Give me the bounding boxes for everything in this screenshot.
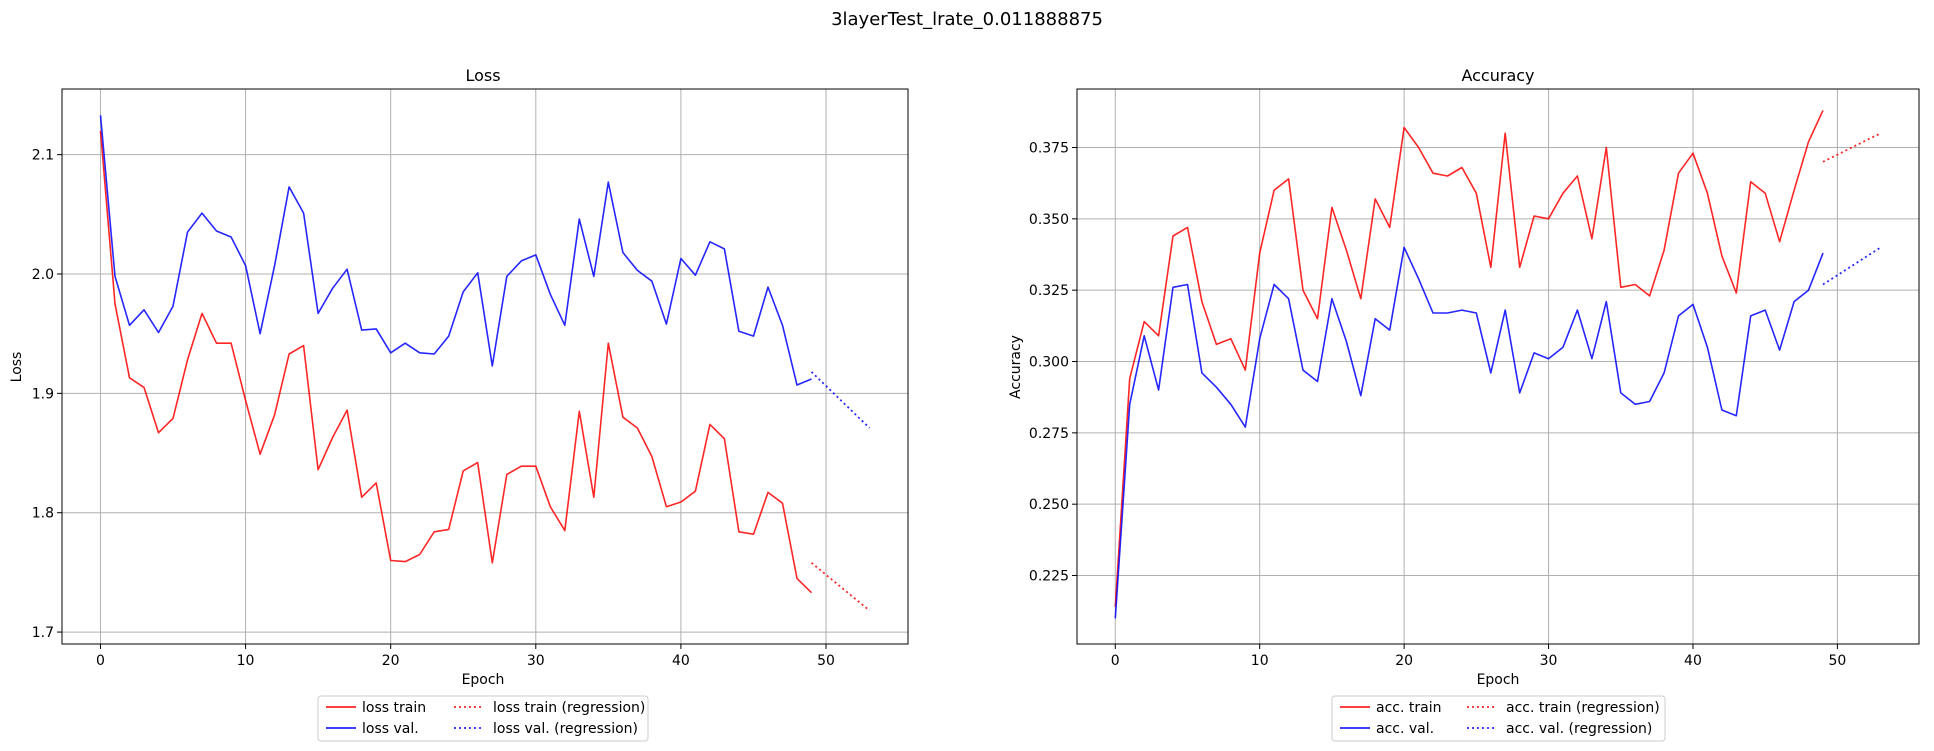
loss-xtick-label-10: 10	[237, 653, 255, 669]
accuracy-series-acc-train	[1114, 110, 1824, 607]
loss-title: Loss	[465, 66, 500, 85]
loss-legend-label-loss-train: loss train	[362, 700, 426, 716]
loss-series-loss-val-regression	[810, 371, 871, 429]
accuracy-legend-label-acc-train-regression: acc. train (regression)	[1506, 700, 1660, 716]
accuracy-ytick-label-0: 0.225	[1029, 569, 1069, 585]
accuracy-legend-label-acc-val-regression: acc. val. (regression)	[1506, 721, 1652, 737]
accuracy-ticks: 0 10 20 30 40 50 0.225 0.250 0.275 0.300 0.325 0.35…	[1029, 140, 1846, 669]
accuracy-ytick-label-6: 0.375	[1029, 140, 1069, 156]
accuracy-ytick-label-1: 0.250	[1029, 497, 1069, 513]
loss-legend-box	[317, 695, 649, 742]
loss-ylabel: Loss	[9, 352, 25, 383]
loss-legend-label-loss-train-regression: loss train (regression)	[493, 700, 645, 716]
loss-grid	[62, 89, 908, 644]
loss-xtick-label-40: 40	[672, 653, 690, 669]
loss-xlabel: Epoch	[462, 672, 505, 688]
accuracy-xtick-label-30: 30	[1540, 653, 1558, 669]
loss-plot-frame	[61, 88, 909, 645]
loss-series	[99, 115, 871, 612]
loss-ytick-label-1: 1.8	[32, 506, 54, 522]
accuracy-ylabel: Accuracy	[1008, 335, 1024, 399]
loss-legend-label-loss-val-regression: loss val. (regression)	[493, 721, 638, 737]
accuracy-legend-box	[1331, 695, 1666, 742]
loss-legend-label-loss-val: loss val.	[362, 721, 419, 737]
loss-series-loss-val	[99, 115, 812, 386]
accuracy-ytick-label-2: 0.275	[1029, 426, 1069, 442]
loss-ytick-label-3: 2.0	[32, 267, 54, 283]
loss-xtick-label-50: 50	[817, 653, 835, 669]
loss-panel: Loss Epoch Loss 0 10 20 30 40 50 1.7 1.8 1.9 2.0 2…	[9, 66, 909, 742]
accuracy-title: Accuracy	[1461, 66, 1534, 85]
accuracy-xlabel: Epoch	[1477, 672, 1520, 688]
loss-xtick-label-30: 30	[527, 653, 545, 669]
loss-ytick-label-0: 1.7	[32, 625, 54, 641]
figure-suptitle: 3layerTest_lrate_0.011888875	[831, 9, 1103, 30]
accuracy-legend-label-acc-train: acc. train	[1376, 700, 1441, 716]
loss-ytick-label-4: 2.1	[32, 148, 54, 164]
accuracy-xtick-label-10: 10	[1251, 653, 1269, 669]
loss-series-loss-train-regression	[810, 562, 871, 612]
loss-ticks: 0 10 20 30 40 50 1.7 1.8 1.9 2.0 2.1	[32, 148, 835, 669]
accuracy-plot-frame	[1076, 88, 1920, 645]
loss-series-loss-train	[99, 130, 813, 594]
accuracy-ytick-label-5: 0.350	[1029, 212, 1069, 228]
accuracy-series-acc-val-regression	[1822, 246, 1882, 286]
loss-legend: loss train loss val. loss train (regress…	[317, 695, 649, 742]
accuracy-legend-label-acc-val: acc. val.	[1376, 721, 1434, 737]
loss-xtick-label-0: 0	[96, 653, 105, 669]
loss-xtick-label-20: 20	[382, 653, 400, 669]
accuracy-xtick-label-20: 20	[1395, 653, 1413, 669]
accuracy-panel: Accuracy Epoch Accuracy 0 10 20 30 40 50 0.225…	[1008, 66, 1920, 742]
accuracy-ytick-label-4: 0.325	[1029, 283, 1069, 299]
accuracy-series	[1114, 110, 1882, 619]
accuracy-xtick-label-50: 50	[1828, 653, 1846, 669]
accuracy-xtick-label-0: 0	[1111, 653, 1120, 669]
loss-ytick-label-2: 1.9	[32, 386, 54, 402]
accuracy-series-acc-val	[1114, 246, 1824, 619]
accuracy-ytick-label-3: 0.300	[1029, 355, 1069, 371]
accuracy-series-acc-train-regression	[1822, 132, 1882, 163]
accuracy-grid	[1077, 89, 1919, 644]
accuracy-legend: acc. train acc. val. acc. train (regress…	[1331, 695, 1666, 742]
accuracy-xtick-label-40: 40	[1684, 653, 1702, 669]
